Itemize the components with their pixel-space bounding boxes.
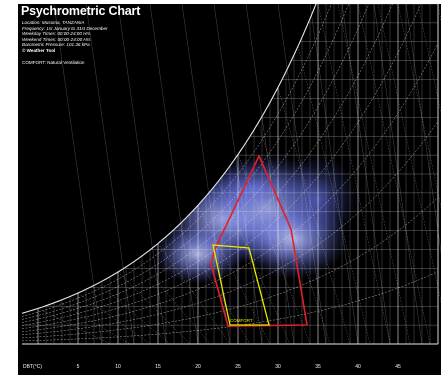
wet-bulb-line xyxy=(197,205,271,345)
wet-bulb-line xyxy=(57,301,131,345)
specific-volume-line xyxy=(245,4,295,345)
specific-volume-line xyxy=(277,4,327,345)
wet-bulb-line xyxy=(177,225,251,345)
barometric-pressure-text: Barometric Pressure: 101.36 kPa xyxy=(22,42,90,48)
wet-bulb-line xyxy=(397,4,441,209)
wet-bulb-line xyxy=(37,308,111,345)
wet-bulb-line xyxy=(337,4,411,345)
rh-curve xyxy=(21,271,439,342)
specific-volume-line xyxy=(85,4,135,345)
rh-curve xyxy=(21,4,332,317)
specific-volume-line xyxy=(117,4,167,345)
rh-curve xyxy=(21,121,439,336)
psychrometric-chart: COMFORT 5 10 15 20 25 30 35 40 45 DBT(°C) Psychro… xyxy=(18,4,441,375)
specific-volume-line xyxy=(405,4,441,254)
x-tick-label: 25 xyxy=(235,364,241,370)
chart-canvas: COMFORT 5 10 15 20 25 30 35 40 45 DBT(°C) xyxy=(21,4,441,370)
specific-volume-line xyxy=(373,4,423,345)
specific-volume-line xyxy=(341,4,391,345)
x-tick-label: 10 xyxy=(115,364,121,370)
weekend-times-text: Weekend Times: 00:00-24:00 Hrs xyxy=(22,36,91,42)
x-tick-label: 5 xyxy=(77,364,80,370)
wet-bulb-line xyxy=(117,271,191,345)
wet-bulb-line xyxy=(437,4,441,23)
climate-data-cloud xyxy=(153,154,358,284)
frequency-text: Frequency: 1st January to 31st December xyxy=(22,25,108,31)
x-tick-label: 15 xyxy=(155,364,161,370)
location-text: Location: Musoma, TANZANIA xyxy=(22,20,85,25)
specific-volume-line xyxy=(53,4,103,345)
wet-bulb-line xyxy=(237,154,311,345)
specific-volume-line xyxy=(149,4,199,345)
rh-curve xyxy=(21,4,422,329)
x-axis-label: DBT(°C) xyxy=(23,364,42,370)
x-tick-label: 45 xyxy=(395,364,401,370)
wet-bulb-line xyxy=(157,243,231,345)
comfort-strategy-text: COMFORT: Natural Ventilation xyxy=(22,60,85,65)
saturation-curve xyxy=(21,4,317,314)
wet-bulb-line xyxy=(377,4,441,303)
wet-bulb-line xyxy=(97,283,171,345)
specific-volume-line xyxy=(309,4,359,345)
wet-bulb-line xyxy=(317,4,391,345)
natural-ventilation-zone xyxy=(210,155,308,327)
wet-bulb-line xyxy=(217,181,291,345)
x-tick-label: 40 xyxy=(355,364,361,370)
wet-bulb-line xyxy=(77,292,151,345)
comfort-zone-label: COMFORT xyxy=(230,318,253,323)
chart-grid xyxy=(21,4,441,345)
chart-title: Psychrometric Chart xyxy=(21,4,141,18)
x-tick-label: 35 xyxy=(315,364,321,370)
wet-bulb-line xyxy=(277,87,351,345)
rh-curve xyxy=(21,197,439,339)
wet-bulb-line xyxy=(297,46,371,345)
weather-tool-credit: © Weather Tool xyxy=(22,48,56,53)
rh-curve xyxy=(21,4,370,323)
wet-bulb-line xyxy=(357,4,431,345)
wet-bulb-line xyxy=(417,4,441,114)
x-tick-label: 20 xyxy=(195,364,201,370)
x-tick-label: 30 xyxy=(275,364,281,370)
rh-curve xyxy=(21,4,349,320)
wet-bulb-line xyxy=(137,258,211,345)
comfort-zone xyxy=(212,244,270,326)
weekday-times-text: Weekday Times: 00:00-24:00 Hrs xyxy=(22,31,91,37)
specific-volume-line xyxy=(213,4,263,345)
rh-curve xyxy=(21,4,393,326)
rh-curve xyxy=(21,43,439,332)
